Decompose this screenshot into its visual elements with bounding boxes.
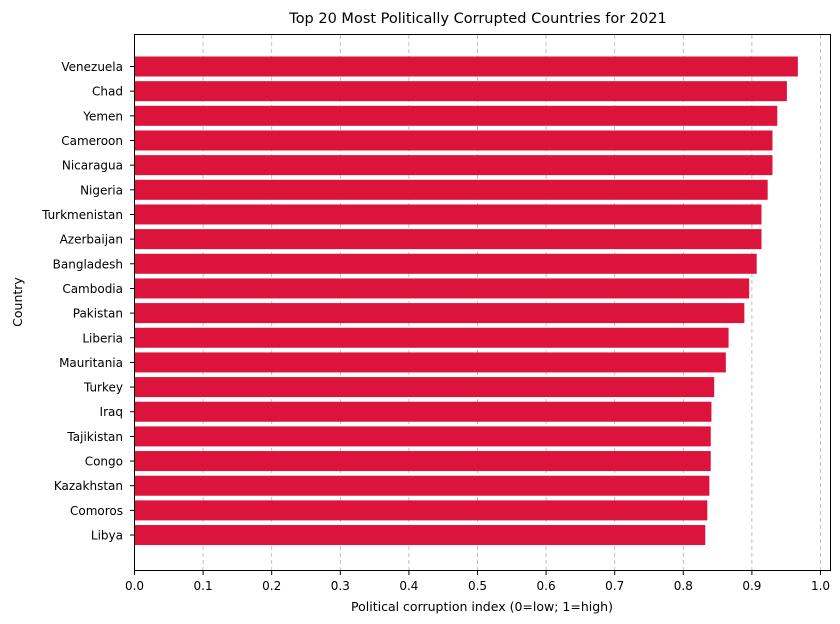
x-tick-label: 0.0 (125, 579, 144, 593)
x-tick-label: 0.9 (742, 579, 761, 593)
y-tick-label: Yemen (82, 109, 123, 123)
bars (134, 56, 798, 546)
bar-bangladesh (134, 253, 757, 274)
y-tick-label: Azerbaijan (60, 233, 123, 247)
bar-nicaragua (134, 155, 773, 176)
y-axis-ticks: Venezuela Chad Yemen Cameroon Nicaragua Niger… (41, 60, 135, 543)
y-tick-label: Tajikistan (66, 430, 123, 444)
bar-nigeria (134, 179, 768, 200)
y-tick-label: Cambodia (62, 282, 123, 296)
bar-pakistan (134, 303, 745, 324)
y-tick-label: Iraq (100, 405, 123, 419)
bar-turkey (134, 377, 715, 398)
bar-venezuela (134, 56, 798, 77)
y-tick-label: Turkey (83, 381, 123, 395)
chart-title: Top 20 Most Politically Corrupted Countr… (288, 11, 666, 27)
y-tick-label: Turkmenistan (41, 208, 123, 222)
bar-azerbaijan (134, 229, 762, 250)
x-axis-ticks: 0.0 0.1 0.2 0.3 0.4 0.5 0.6 0.7 0.8 0.9 1.0 (125, 570, 830, 593)
y-tick-label: Congo (85, 455, 123, 469)
y-tick-label: Venezuela (61, 60, 123, 74)
x-axis-label: Political corruption index (0=low; 1=hig… (351, 599, 613, 614)
bar-congo (134, 451, 711, 472)
y-tick-label: Cameroon (61, 134, 123, 148)
bar-iraq (134, 401, 712, 422)
x-tick-label: 1.0 (811, 579, 830, 593)
bar-chad (134, 81, 787, 102)
bar-comoros (134, 500, 708, 521)
x-tick-label: 0.8 (674, 579, 693, 593)
plot-frame (134, 34, 831, 571)
bar-turkmenistan (134, 204, 762, 225)
y-tick-label: Nicaragua (62, 159, 123, 173)
y-axis-label: Country (10, 277, 25, 327)
bar-cameroon (134, 130, 773, 151)
y-tick-label: Comoros (70, 504, 123, 518)
bar-tajikistan (134, 426, 711, 447)
bar-yemen (134, 105, 778, 126)
x-tick-label: 0.4 (399, 579, 418, 593)
x-tick-label: 0.6 (537, 579, 556, 593)
bar-liberia (134, 327, 729, 348)
x-tick-label: 0.7 (605, 579, 624, 593)
x-tick-label: 0.2 (262, 579, 281, 593)
y-tick-label: Kazakhstan (54, 479, 123, 493)
y-tick-label: Liberia (82, 331, 123, 345)
bar-libya (134, 525, 706, 546)
x-tick-label: 0.1 (194, 579, 213, 593)
bar-mauritania (134, 352, 726, 373)
x-tick-label: 0.5 (468, 579, 487, 593)
bar-kazakhstan (134, 475, 710, 496)
y-tick-label: Libya (91, 529, 123, 543)
y-tick-label: Mauritania (59, 356, 123, 370)
x-tick-label: 0.3 (331, 579, 350, 593)
y-tick-label: Chad (92, 85, 123, 99)
y-tick-label: Nigeria (80, 183, 123, 197)
y-tick-label: Pakistan (73, 307, 123, 321)
bar-cambodia (134, 278, 750, 299)
y-tick-label: Bangladesh (53, 257, 123, 271)
